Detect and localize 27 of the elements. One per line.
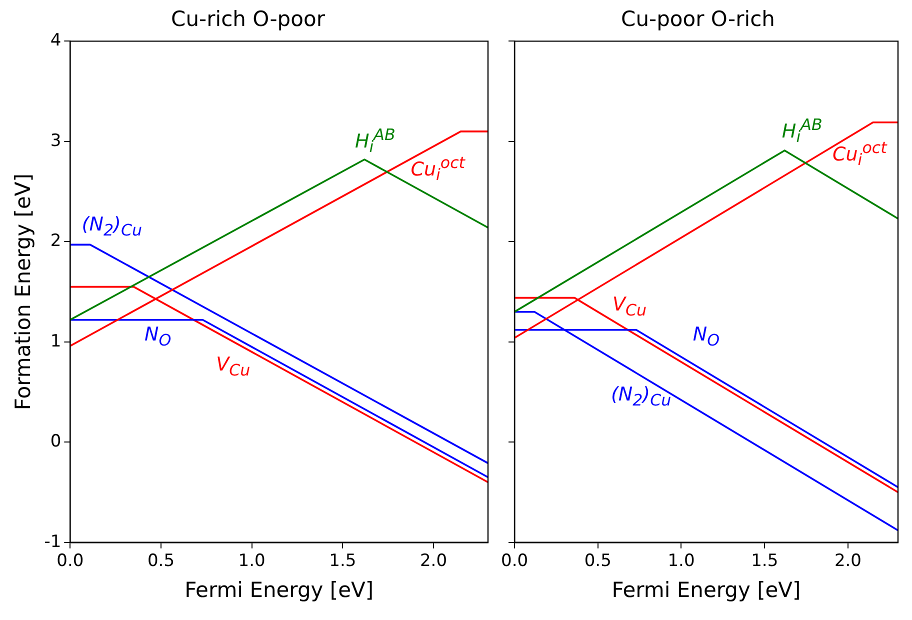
series-label: (N$_{2}$)$_{Cu}$ — [610, 384, 672, 410]
series-label: N$_{O}$ — [144, 324, 172, 350]
x-tick-label: 0.0 — [500, 551, 528, 572]
series-label: V$_{Cu}$ — [612, 294, 647, 320]
series-label: V$_{Cu}$ — [216, 354, 250, 380]
series-label: (N$_{2}$)$_{Cu}$ — [82, 213, 142, 240]
x-tick-label: 2.0 — [420, 551, 448, 572]
x-tick-label: 1.5 — [329, 551, 356, 572]
x-tick-label: 0.5 — [147, 551, 175, 572]
x-tick-label: 0.5 — [584, 551, 612, 572]
x-tick-label: 1.0 — [668, 551, 695, 572]
y-tick-label: 1 — [50, 331, 62, 352]
y-tick-label: 4 — [50, 30, 62, 51]
chart-title: Cu-rich O-poor — [171, 7, 326, 32]
series-label: N$_{O}$ — [692, 324, 720, 350]
chart-title: Cu-poor O-rich — [621, 7, 775, 32]
y-tick-label: 2 — [50, 231, 62, 252]
x-tick-label: 1.5 — [751, 551, 778, 572]
x-tick-label: 1.0 — [238, 551, 266, 572]
x-tick-label: 0.0 — [56, 551, 84, 572]
y-tick-label: -1 — [44, 532, 62, 552]
x-axis-title: Fermi Energy [eV] — [184, 578, 374, 602]
x-tick-label: 2.0 — [834, 551, 862, 572]
y-axis-title: Formation Energy [eV] — [11, 174, 36, 410]
y-tick-label: 0 — [50, 432, 62, 452]
y-tick-label: 3 — [50, 130, 62, 151]
x-axis-title: Fermi Energy [eV] — [612, 578, 801, 602]
